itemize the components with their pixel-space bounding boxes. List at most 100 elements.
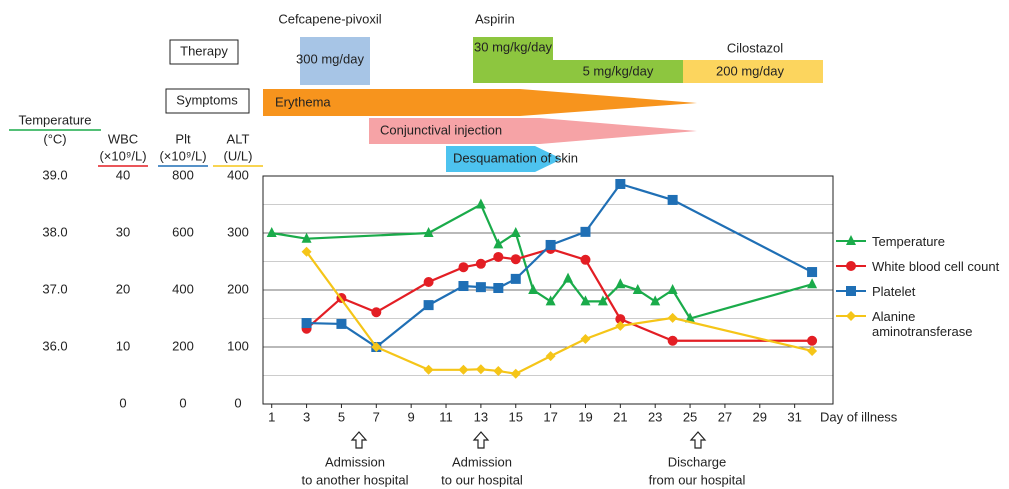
marker	[807, 278, 818, 289]
legend-swatch	[836, 286, 866, 296]
annotation-text: Admission	[325, 454, 385, 469]
axis-unit: (U/L)	[224, 148, 253, 163]
drug-bar	[300, 37, 370, 85]
marker	[807, 335, 818, 346]
annotation-text: Admission	[452, 454, 512, 469]
y-tick-label: 38.0	[42, 224, 67, 239]
legend: Temperature White blood cell count Platele…	[836, 234, 1006, 349]
symptom-bar	[369, 118, 697, 144]
axis-title: Plt	[175, 131, 191, 146]
x-tick-label: 5	[338, 409, 345, 424]
drug-dose: 30 mg/kg/day	[474, 39, 553, 54]
marker	[545, 295, 556, 306]
marker	[458, 262, 469, 273]
y-tick-label: 300	[227, 224, 249, 239]
y-tick-label: 600	[172, 224, 194, 239]
therapy-label: Therapy	[180, 43, 228, 58]
series-line	[306, 182, 813, 349]
marker	[846, 235, 856, 245]
legend-swatch	[836, 235, 866, 245]
drug-bar	[683, 60, 823, 83]
annotation-arrow	[472, 431, 490, 449]
x-tick-label: 31	[787, 409, 801, 424]
drug-bar	[473, 60, 683, 83]
symptom-name: Conjunctival injection	[380, 122, 502, 137]
x-tick-label: 3	[303, 409, 310, 424]
marker	[493, 283, 504, 294]
marker	[580, 334, 591, 345]
marker	[615, 278, 626, 289]
symptom-bar	[446, 146, 562, 172]
annotation-arrow	[689, 431, 707, 449]
series-line	[305, 251, 813, 375]
annotation-text: from our hospital	[649, 472, 746, 487]
marker	[423, 277, 434, 288]
x-tick-label: 19	[578, 409, 592, 424]
drug-dose: 300 mg/day	[296, 51, 364, 66]
marker	[580, 254, 591, 265]
annotation-text: Discharge	[668, 454, 727, 469]
marker	[632, 284, 643, 294]
marker	[510, 227, 521, 237]
axis-unit: (×10⁹/L)	[159, 148, 206, 163]
legend-item: Temperature	[836, 234, 1006, 249]
marker	[493, 365, 504, 376]
marker	[266, 227, 277, 237]
x-tick-label: 17	[543, 409, 557, 424]
drug-dose: 200 mg/day	[716, 63, 784, 78]
marker	[563, 272, 574, 283]
marker	[667, 194, 678, 205]
legend-label: White blood cell count	[872, 259, 1000, 274]
legend-item: White blood cell count	[836, 259, 1006, 274]
drug-name: Cefcapene-pivoxil	[278, 11, 381, 26]
legend-label: Alanine aminotransferase	[872, 309, 973, 339]
marker	[615, 320, 626, 331]
plot-frame	[262, 175, 834, 405]
marker	[510, 368, 521, 379]
marker	[667, 284, 678, 294]
marker	[458, 364, 469, 375]
legend-swatch	[836, 311, 866, 321]
marker	[807, 345, 818, 356]
axis-unit: (°C)	[43, 131, 66, 146]
marker	[846, 311, 856, 321]
y-tick-label: 100	[227, 338, 249, 353]
marker	[650, 295, 661, 306]
x-tick-label: 23	[648, 409, 662, 424]
legend-item: Alanine aminotransferase	[836, 309, 1006, 339]
symptoms-label: Symptoms	[176, 92, 238, 107]
y-tick-label: 200	[227, 281, 249, 296]
drug-name: Cilostazol	[727, 40, 783, 55]
marker	[528, 284, 539, 294]
axis-title: ALT	[227, 131, 250, 146]
y-tick-label: 10	[116, 338, 130, 353]
symptom-bar	[263, 89, 697, 116]
symptom-name: Desquamation of skin	[453, 150, 578, 165]
marker	[615, 178, 626, 189]
marker	[475, 258, 486, 269]
marker	[846, 261, 856, 271]
marker	[493, 251, 504, 262]
x-tick-label: 9	[408, 409, 415, 424]
marker	[301, 246, 312, 257]
marker	[423, 300, 434, 311]
x-tick-label: 27	[718, 409, 732, 424]
marker	[301, 318, 312, 329]
marker	[580, 226, 591, 237]
drug-bar	[473, 37, 553, 60]
marker	[475, 282, 486, 293]
marker	[493, 238, 504, 249]
y-tick-label: 400	[227, 167, 249, 182]
symptom-name: Erythema	[275, 94, 331, 109]
marker	[475, 198, 486, 209]
y-tick-label: 400	[172, 281, 194, 296]
marker	[510, 273, 521, 284]
marker	[667, 312, 678, 323]
marker	[545, 351, 556, 362]
y-tick-label: 20	[116, 281, 130, 296]
marker	[371, 342, 382, 352]
axis-title: Temperature	[19, 112, 92, 127]
drug-dose: 5 mg/kg/day	[583, 63, 654, 78]
marker	[580, 295, 591, 306]
